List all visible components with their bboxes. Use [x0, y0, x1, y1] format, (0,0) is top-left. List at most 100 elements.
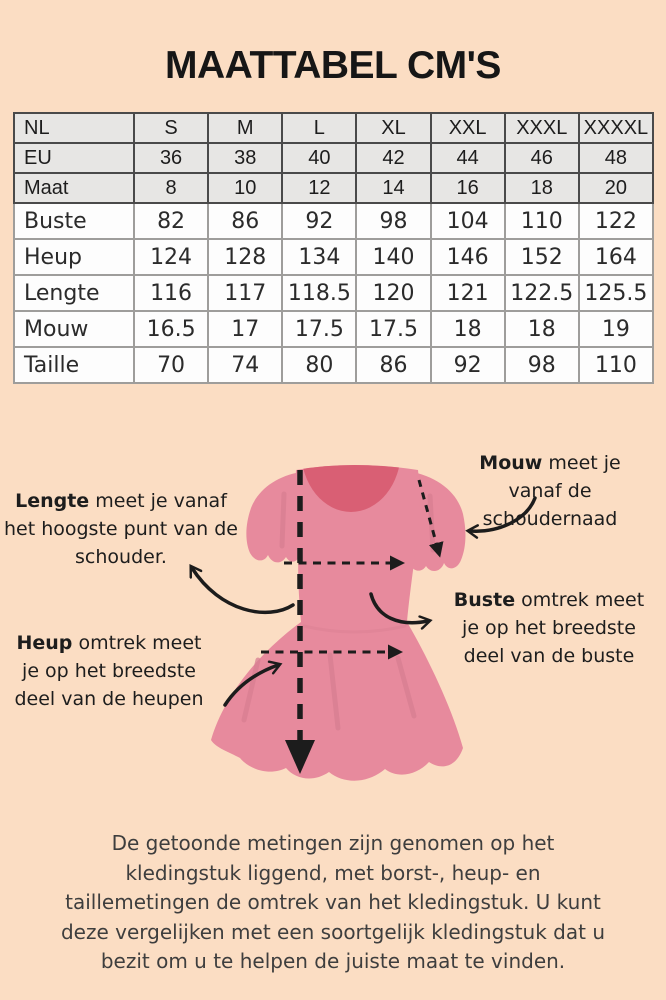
cell: 122.5 [503, 274, 580, 312]
cell: 146 [429, 238, 506, 276]
note-buste: Buste omtrek meet je op het breedste dee… [446, 586, 652, 670]
sleeve-left [246, 472, 301, 563]
cell: 46 [503, 142, 580, 174]
table-row-maat: Maat 8 10 12 14 16 18 20 [13, 172, 655, 204]
cell: 122 [577, 202, 655, 240]
note-buste-keyword: Buste [453, 589, 516, 611]
row-label: Mouw [13, 310, 135, 348]
cell: 36 [132, 142, 210, 174]
table-row-header: NL S M L XL XXL XXXL XXXXL [13, 112, 655, 144]
cell: 121 [429, 274, 506, 312]
table-row-eu: EU 36 38 40 42 44 46 48 [13, 142, 655, 174]
row-label: Maat [13, 172, 135, 204]
header-size: S [132, 112, 210, 144]
cell: 120 [355, 274, 432, 312]
note-lengte: Lengte meet je vanaf het hoogste punt va… [2, 487, 240, 571]
cell: 98 [503, 346, 580, 384]
header-size: XL [355, 112, 432, 144]
cell: 18 [503, 172, 580, 204]
cell: 134 [281, 238, 358, 276]
cell: 40 [281, 142, 358, 174]
note-heup-text: omtrek meet je op het breedste deel van … [14, 632, 204, 710]
header-label: NL [13, 112, 135, 144]
row-label: EU [13, 142, 135, 174]
cell: 44 [429, 142, 506, 174]
cell: 14 [355, 172, 432, 204]
heup-curved-arrow [223, 660, 283, 707]
dress-neckline [301, 465, 401, 512]
cell: 152 [503, 238, 580, 276]
table-row-buste: Buste 82 86 92 98 104 110 122 [13, 202, 655, 240]
cell: 80 [281, 346, 358, 384]
table-row-mouw: Mouw 16.5 17 17.5 17.5 18 18 19 [13, 310, 655, 348]
cell: 38 [207, 142, 284, 174]
cell: 16.5 [132, 310, 210, 348]
length-dashed-line [285, 470, 315, 774]
cell: 18 [429, 310, 506, 348]
cell: 20 [577, 172, 655, 204]
cell: 17.5 [281, 310, 358, 348]
note-heup-keyword: Heup [16, 632, 73, 654]
cell: 140 [355, 238, 432, 276]
buste-curved-arrow [369, 592, 433, 630]
row-label: Lengte [13, 274, 135, 312]
table-row-heup: Heup 124 128 134 140 146 152 164 [13, 238, 655, 276]
table-row-lengte: Lengte 116 117 118.5 120 121 122.5 125.5 [13, 274, 655, 312]
cell: 82 [132, 202, 210, 240]
header-size: XXL [429, 112, 506, 144]
lengte-curved-arrow [189, 563, 295, 615]
dress-pleat-lines [241, 491, 436, 731]
header-size: L [281, 112, 358, 144]
cell: 16 [429, 172, 506, 204]
cell: 17.5 [355, 310, 432, 348]
dress-body [211, 465, 463, 781]
cell: 104 [429, 202, 506, 240]
note-lengte-keyword: Lengte [15, 490, 90, 512]
cell: 125.5 [577, 274, 655, 312]
row-label: Heup [13, 238, 135, 276]
header-size: XXXL [503, 112, 580, 144]
note-mouw-text: meet je vanaf de schoudernaad [482, 452, 621, 530]
cell: 17 [207, 310, 284, 348]
cell: 124 [132, 238, 210, 276]
header-size: XXXXL [577, 112, 655, 144]
cell: 10 [207, 172, 284, 204]
sleeve-dashed-arrow [417, 479, 444, 558]
cell: 116 [132, 274, 210, 312]
row-label: Buste [13, 202, 135, 240]
cell: 86 [207, 202, 284, 240]
cell: 118.5 [281, 274, 358, 312]
cell: 110 [503, 202, 580, 240]
header-size: M [207, 112, 284, 144]
cell: 128 [207, 238, 284, 276]
note-mouw: Mouw meet je vanaf de schoudernaad [452, 449, 648, 533]
dress-diagram [189, 465, 537, 781]
row-label: Taille [13, 346, 135, 384]
cell: 48 [577, 142, 655, 174]
page-title: MAATTABEL CM'S [165, 44, 501, 87]
cell: 92 [281, 202, 358, 240]
note-mouw-keyword: Mouw [479, 452, 543, 474]
cell: 18 [503, 310, 580, 348]
cell: 70 [132, 346, 210, 384]
mouw-curved-arrow [465, 496, 537, 539]
note-heup: Heup omtrek meet je op het breedste deel… [12, 629, 206, 713]
cell: 164 [577, 238, 655, 276]
cell: 19 [577, 310, 655, 348]
note-lengte-text: meet je vanaf het hoogste punt van de sc… [3, 490, 238, 568]
cell: 8 [132, 172, 210, 204]
cell: 92 [429, 346, 506, 384]
footer-note: De getoonde metingen zijn genomen op het… [60, 831, 605, 973]
length-arrowhead [285, 740, 315, 774]
cell: 98 [355, 202, 432, 240]
cell: 12 [281, 172, 358, 204]
cell: 117 [207, 274, 284, 312]
cell: 42 [355, 142, 432, 174]
size-table: NL S M L XL XXL XXXL XXXXL EU 36 38 40 4… [13, 112, 655, 384]
cell: 86 [355, 346, 432, 384]
cell: 110 [577, 346, 655, 384]
note-buste-text: omtrek meet je op het breedste deel van … [462, 589, 645, 667]
table-row-taille: Taille 70 74 80 86 92 98 110 [13, 346, 655, 384]
cell: 74 [207, 346, 284, 384]
